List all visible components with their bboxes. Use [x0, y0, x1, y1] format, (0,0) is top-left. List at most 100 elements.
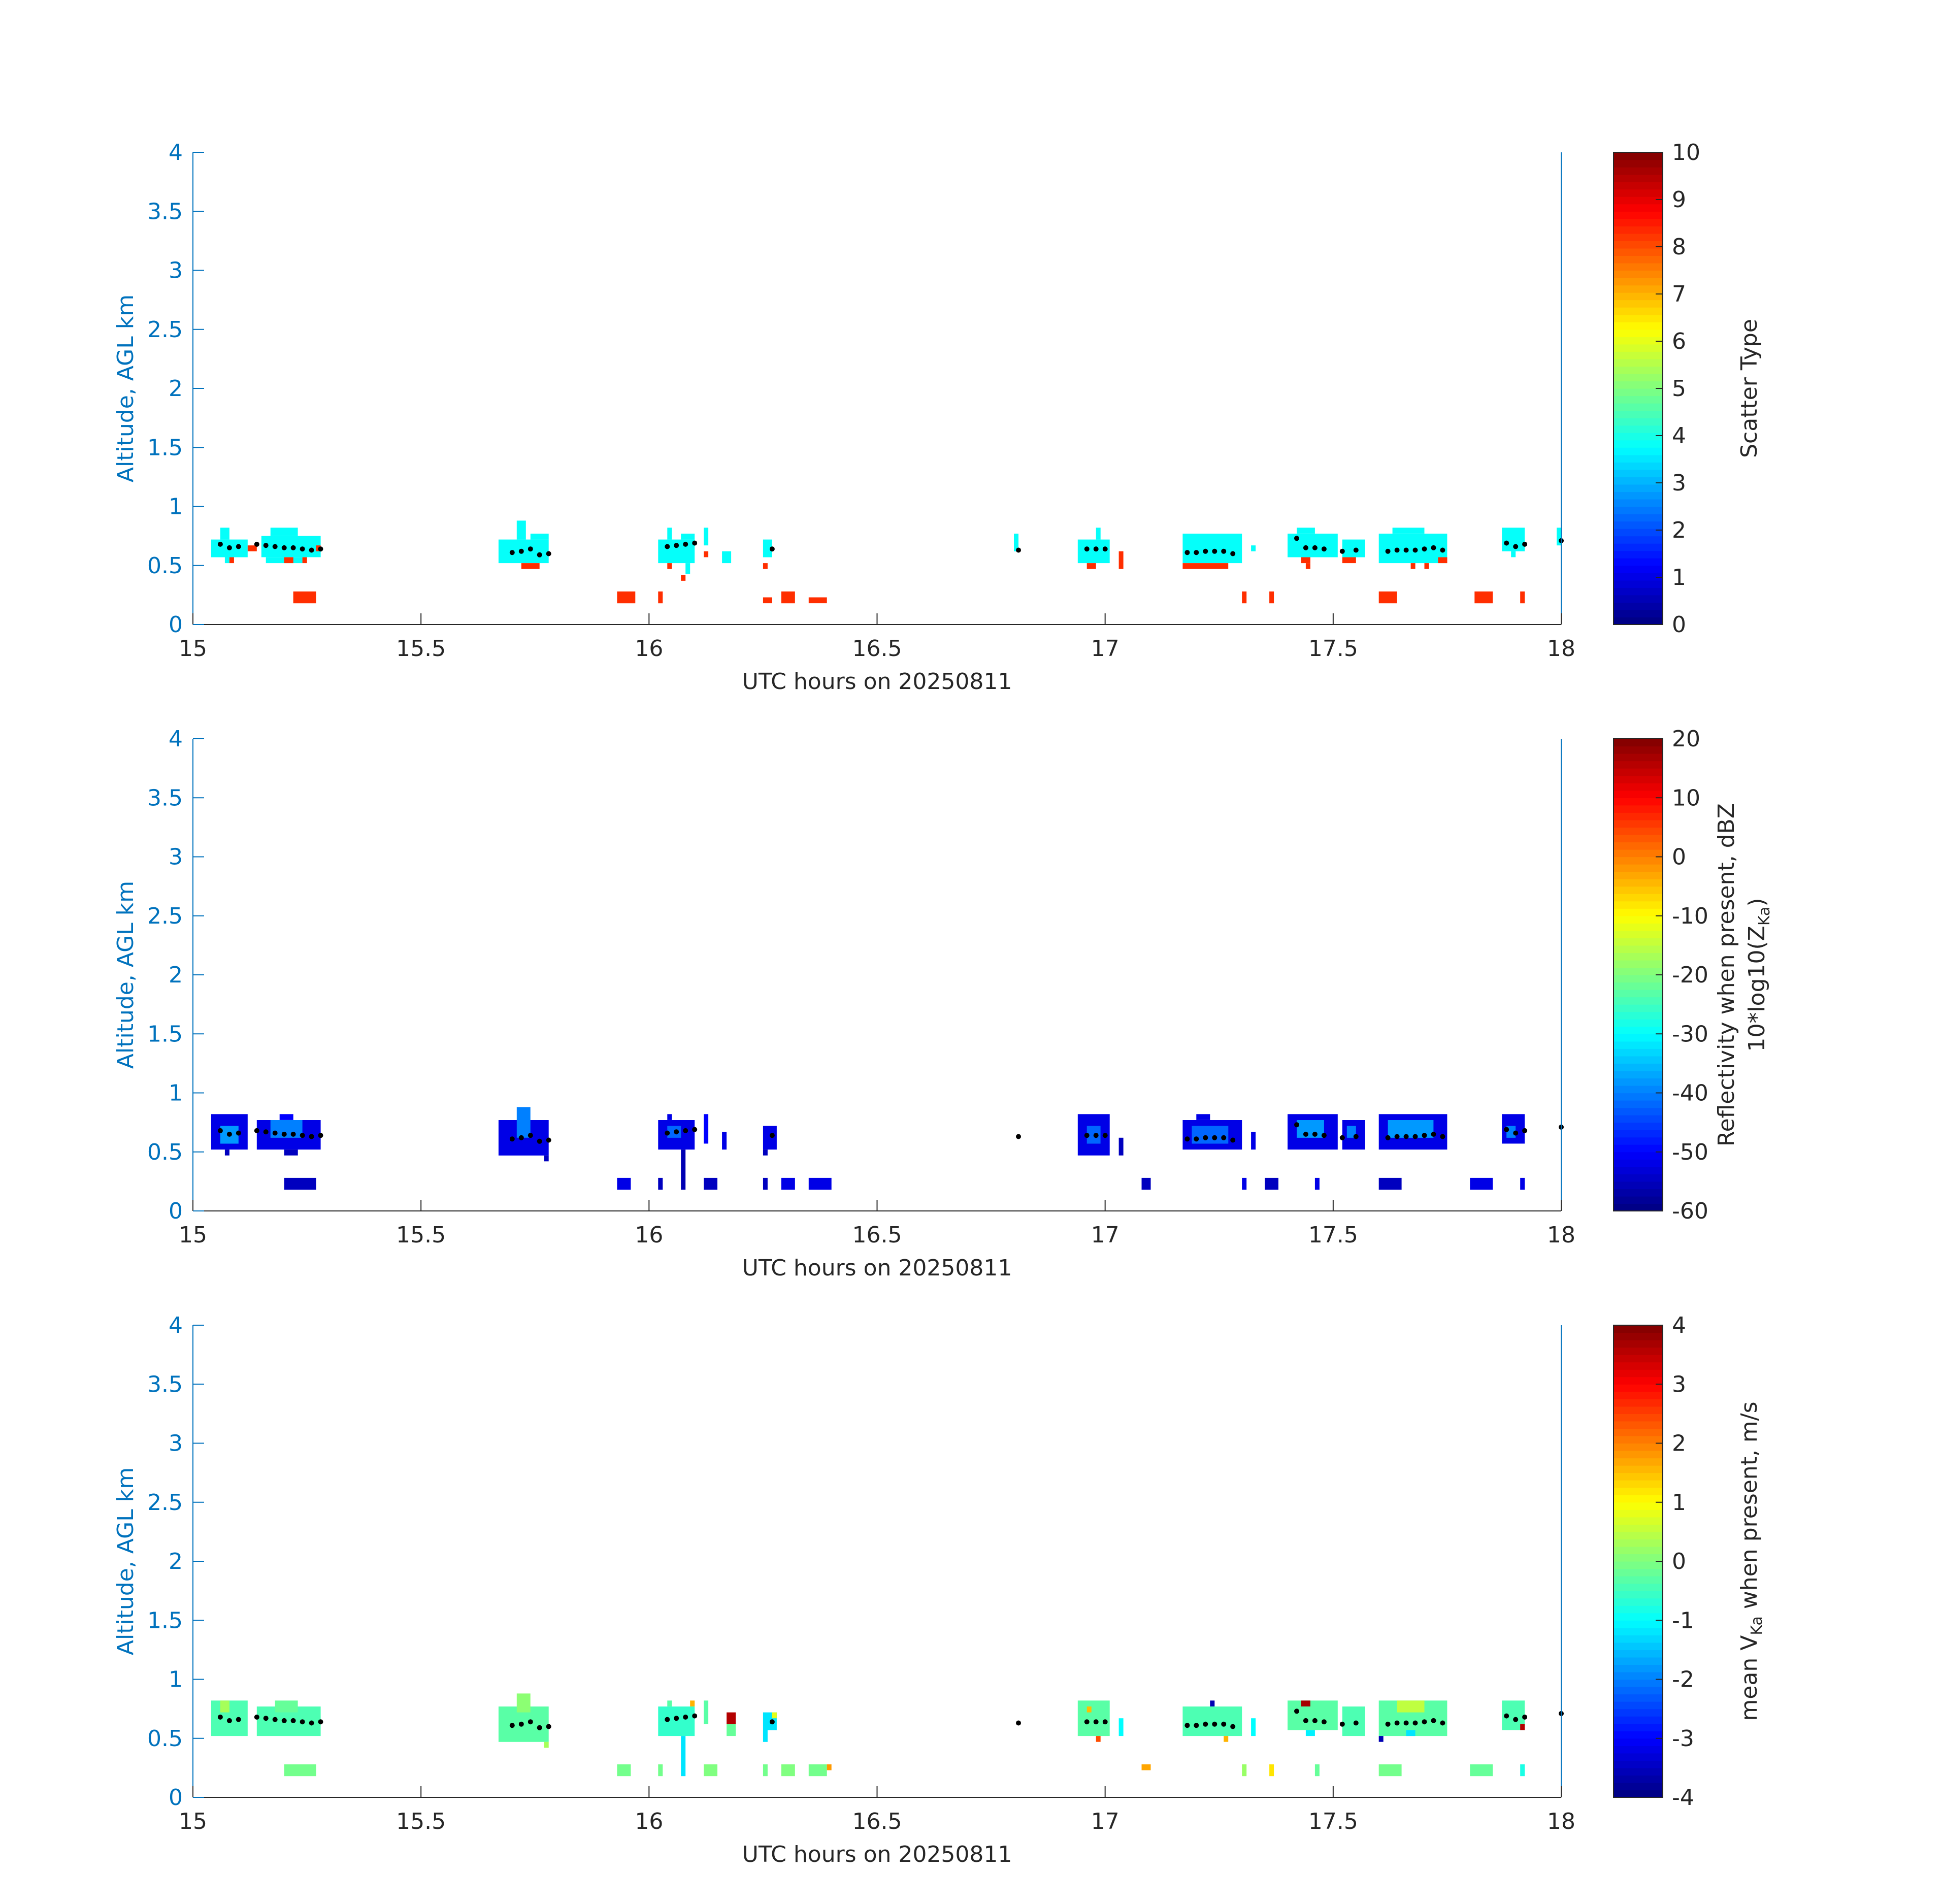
colorbar-segment: [1614, 521, 1663, 529]
cloud-base-point: [1221, 548, 1227, 554]
y-tick-label: 1.5: [147, 1021, 183, 1047]
colorbar-segment: [1614, 1554, 1663, 1562]
colorbar-tick-label: 1: [1672, 565, 1686, 590]
colorbar-segment: [1614, 580, 1663, 588]
colorbar-segment: [1614, 329, 1663, 337]
colorbar-segment: [1614, 960, 1663, 968]
cloud-base-point: [300, 1133, 305, 1138]
colorbar-segment: [1614, 167, 1663, 175]
colorbar-segment: [1614, 1716, 1663, 1724]
x-tick-label: 16: [635, 1809, 663, 1834]
colorbar-tick-label: -50: [1672, 1139, 1708, 1165]
colorbar-segment: [1614, 182, 1663, 190]
data-cell: [1378, 1764, 1402, 1777]
cloud-base-point: [1102, 546, 1108, 552]
data-cell: [220, 528, 229, 540]
colorbar-segment: [1614, 285, 1663, 293]
cloud-base-point: [290, 1718, 296, 1723]
x-tick-label: 17.5: [1308, 1222, 1358, 1248]
data-cell: [808, 597, 827, 604]
data-cell: [1141, 1764, 1151, 1770]
data-cell: [704, 1114, 709, 1144]
colorbar-segment: [1614, 768, 1663, 776]
data-cell: [1378, 534, 1447, 564]
data-cell: [772, 1712, 777, 1719]
x-tick-label: 15.5: [396, 636, 446, 662]
cloud-base-point: [318, 1133, 323, 1138]
colorbar-segment: [1614, 337, 1663, 345]
x-tick-label: 15.5: [396, 1222, 446, 1248]
colorbar-segment: [1614, 1531, 1663, 1540]
colorbar-segment: [1614, 1384, 1663, 1392]
colorbar-tick-label: -40: [1672, 1080, 1708, 1106]
y-axis-title: Altitude, AGL km: [113, 881, 139, 1069]
data-cell: [1378, 1736, 1384, 1742]
y-tick-label: 1.5: [147, 435, 183, 461]
colorbar-segment: [1614, 842, 1663, 850]
colorbar-tick-label: 2: [1672, 517, 1686, 543]
data-cell: [1520, 1764, 1525, 1777]
y-tick-label: 0.5: [147, 553, 183, 579]
colorbar-segment: [1614, 1115, 1663, 1123]
colorbar-segment: [1614, 1406, 1663, 1414]
y-axis-title: Altitude, AGL km: [113, 1467, 139, 1655]
colorbar-label: Scatter Type: [1736, 319, 1762, 458]
colorbar-tick-label: 0: [1672, 612, 1686, 638]
x-tick-label: 16.5: [852, 636, 902, 662]
colorbar-segment: [1614, 403, 1663, 411]
cloud-base-point: [1221, 1135, 1227, 1140]
colorbar-segment: [1614, 425, 1663, 433]
colorbar-segment: [1614, 1487, 1663, 1495]
data-cell: [658, 1764, 663, 1777]
cloud-base-point: [226, 1718, 232, 1723]
cloud-base-point: [1203, 1721, 1208, 1727]
colorbar-segment: [1614, 753, 1663, 762]
data-cell: [1182, 1706, 1242, 1736]
colorbar-segment: [1614, 1026, 1663, 1034]
colorbar-segment: [1614, 1174, 1663, 1182]
cloud-base-point: [1431, 1131, 1436, 1137]
cloud-base-point: [546, 1724, 551, 1729]
axes: 15 15.5 16 16.5 17 17.5 18 0 0.5 1 1.5 2 2.5 3 3.5 4: [147, 140, 1575, 662]
data-cell: [763, 1764, 768, 1777]
colorbar-segment: [1614, 587, 1663, 596]
cloud-base-point: [1513, 544, 1519, 549]
x-tick-label: 15: [179, 636, 207, 662]
colorbar-segment: [1614, 967, 1663, 975]
cloud-base-point: [1093, 1719, 1099, 1725]
colorbar-segment: [1614, 1004, 1663, 1012]
y-tick-label: 3: [169, 258, 183, 284]
y-tick-label: 0.5: [147, 1139, 183, 1165]
colorbar-segment: [1614, 1019, 1663, 1027]
cloud-base-point: [1303, 1131, 1308, 1137]
data-cell: [617, 591, 636, 604]
colorbar-segment: [1614, 1196, 1663, 1204]
colorbar-segment: [1614, 491, 1663, 500]
colorbar-segment: [1614, 381, 1663, 389]
cloud-base-point: [674, 1716, 679, 1721]
colorbar-segment: [1614, 159, 1663, 168]
cloud-base-point: [1440, 1134, 1445, 1139]
data-cell: [763, 597, 772, 604]
data-cell: [1297, 528, 1315, 534]
colorbar-tick-label: 9: [1672, 187, 1686, 213]
data-cell: [1314, 1177, 1320, 1190]
colorbar-segment: [1614, 1451, 1663, 1459]
colorbar-segment: [1614, 819, 1663, 828]
colorbar-tick-label: -30: [1672, 1021, 1708, 1047]
colorbar-segment: [1614, 1056, 1663, 1064]
cloud-base-point: [509, 550, 515, 555]
colorbar-segment: [1614, 396, 1663, 404]
cloud-base-point: [1294, 1709, 1299, 1714]
colorbar-segment: [1614, 1561, 1663, 1569]
cloud-base-point: [1339, 1135, 1345, 1140]
colorbar-segment: [1614, 1465, 1663, 1473]
data-cell: [220, 1700, 229, 1713]
y-tick-label: 3.5: [147, 1371, 183, 1397]
data-cell: [1410, 563, 1416, 569]
colorbar-segment: [1614, 558, 1663, 566]
cloud-base-point: [1422, 1719, 1427, 1725]
cloud-base-point: [217, 1128, 223, 1133]
cloud-base-point: [1504, 1713, 1509, 1719]
cloud-base-point: [769, 546, 775, 552]
